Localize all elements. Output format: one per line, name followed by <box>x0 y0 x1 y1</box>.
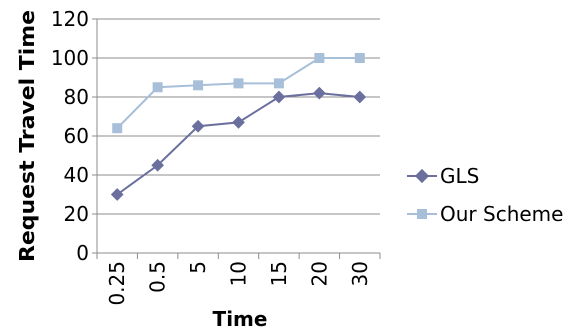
legend-item-our-scheme: Our Scheme <box>407 202 563 226</box>
axes <box>92 18 381 259</box>
y-tick-label-100: 100 <box>51 46 89 70</box>
legend: GLS Our Scheme <box>407 164 563 226</box>
y-tick-label-80: 80 <box>64 85 89 109</box>
x-tick-label-0.5: 0.5 <box>146 261 170 293</box>
data-point-our-scheme-5 <box>314 53 325 63</box>
series-group <box>110 53 367 201</box>
tick-labels: 0 20 40 60 80 100 120 0.25 0.5 5 10 15 20 30 <box>51 7 372 306</box>
data-point-gls-5 <box>312 86 326 100</box>
data-point-gls-1 <box>151 158 165 172</box>
data-point-gls-6 <box>353 90 367 104</box>
x-tick-label-20: 20 <box>307 261 331 286</box>
legend-marker-gls <box>414 168 430 184</box>
y-tick-label-40: 40 <box>64 163 89 187</box>
data-point-gls-0 <box>110 188 124 201</box>
data-point-gls-4 <box>272 90 286 104</box>
legend-marker-our-scheme <box>417 209 427 219</box>
x-tick-label-30: 30 <box>348 261 372 286</box>
x-tick-label-0.25: 0.25 <box>105 261 129 306</box>
data-point-our-scheme-0 <box>112 123 123 134</box>
data-point-our-scheme-3 <box>233 78 244 89</box>
data-point-gls-3 <box>232 115 245 129</box>
legend-item-gls: GLS <box>407 164 479 188</box>
y-tick-label-60: 60 <box>64 124 89 148</box>
x-axis-title: Time <box>213 307 268 331</box>
data-point-gls-2 <box>191 119 205 133</box>
legend-label-our-scheme: Our Scheme <box>440 202 563 226</box>
legend-label-gls: GLS <box>440 164 479 188</box>
x-tick-label-15: 15 <box>267 261 291 286</box>
data-point-our-scheme-2 <box>193 80 204 91</box>
y-tick-label-120: 120 <box>51 7 89 31</box>
series-line-gls <box>116 92 360 196</box>
x-tick-label-10: 10 <box>227 261 251 286</box>
data-point-our-scheme-1 <box>152 82 163 93</box>
data-point-our-scheme-6 <box>354 53 365 63</box>
data-point-our-scheme-4 <box>273 78 284 89</box>
y-axis-title: Request Travel Time <box>15 10 39 262</box>
x-tick-label-5: 5 <box>186 261 210 274</box>
y-tick-label-20: 20 <box>64 202 89 226</box>
y-tick-label-0: 0 <box>76 241 89 265</box>
